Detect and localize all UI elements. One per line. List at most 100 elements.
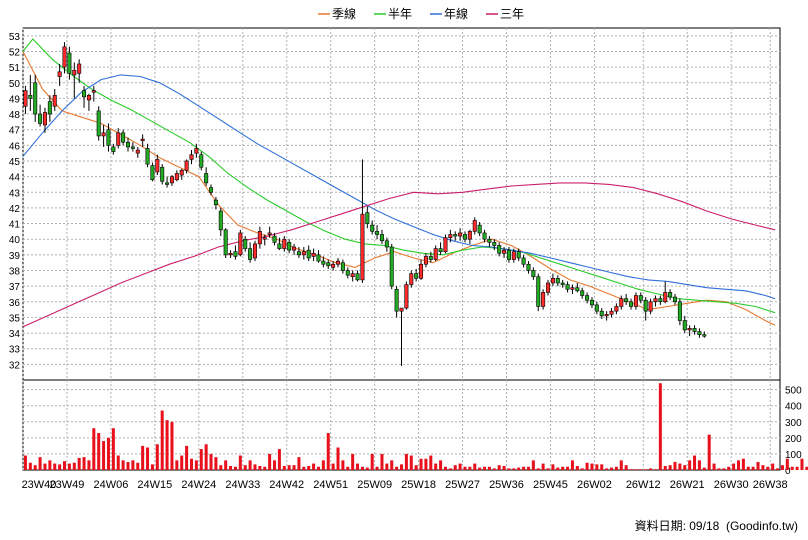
candle	[28, 74, 33, 111]
volume-bar	[43, 463, 47, 470]
candle-body	[438, 248, 443, 253]
candle	[140, 134, 145, 147]
candle	[658, 295, 663, 305]
candle-body	[423, 256, 428, 265]
volume-bar	[351, 453, 355, 470]
volume-bar	[741, 458, 745, 470]
legend-label: 年線	[444, 6, 468, 21]
candle-body	[57, 71, 62, 77]
volume-bar	[522, 466, 526, 470]
volume-bar	[38, 457, 42, 470]
candle-body	[184, 160, 189, 171]
candle	[458, 228, 463, 241]
candle-body	[677, 301, 682, 321]
volume-tick-label: 400	[785, 402, 802, 413]
candle-body	[248, 248, 253, 260]
candle-body	[375, 231, 380, 235]
candle-body	[52, 94, 57, 107]
candle-body	[541, 292, 546, 307]
candle	[169, 175, 174, 187]
candle	[677, 298, 682, 326]
volume-bar	[566, 466, 570, 470]
candle	[443, 234, 448, 254]
candle-body	[155, 159, 160, 173]
candle	[272, 232, 277, 246]
candle-body	[174, 173, 179, 181]
volume-bar	[292, 465, 296, 470]
candle	[433, 245, 438, 262]
candle-body	[350, 273, 355, 278]
volume-bar	[390, 460, 394, 470]
volume-bar	[180, 455, 184, 470]
candle	[209, 184, 214, 196]
price-tick-label: 42	[9, 204, 21, 215]
candle	[594, 301, 599, 315]
volume-bar	[141, 445, 145, 470]
candle	[453, 231, 458, 241]
candle	[86, 93, 91, 111]
candle-body	[209, 187, 214, 193]
candle-body	[77, 63, 82, 74]
candle-body	[340, 262, 345, 271]
volume-tick-label: 300	[785, 418, 802, 429]
x-tick-label: 26W30	[714, 479, 749, 491]
candle	[165, 176, 170, 188]
volume-bar	[165, 420, 169, 470]
candle	[218, 207, 223, 237]
candle	[72, 62, 77, 99]
price-tick-label: 40	[9, 235, 21, 246]
volume-bar	[219, 465, 223, 470]
x-tick-label: 25W09	[357, 479, 392, 491]
volume-bar	[629, 469, 633, 470]
candle	[267, 226, 272, 238]
volume-bar	[48, 460, 52, 470]
candle-body	[262, 237, 267, 240]
candle	[33, 74, 38, 122]
volume-bar	[365, 467, 369, 470]
volume-bar	[53, 463, 57, 470]
volume-bar	[233, 466, 237, 470]
volume-bar	[668, 465, 672, 470]
ma-line	[22, 182, 776, 328]
data-source-note: 資料日期: 09/18 (Goodinfo.tw)	[634, 519, 798, 533]
volume-bar	[795, 466, 799, 470]
candle-body	[331, 263, 336, 268]
x-tick-label: 25W45	[533, 479, 568, 491]
candle	[521, 254, 526, 268]
volume-bar	[780, 465, 784, 470]
volume-bar	[170, 421, 174, 470]
volume-bar	[541, 463, 545, 470]
volume-bar	[458, 463, 462, 470]
volume-bar	[478, 467, 482, 470]
candle	[62, 42, 67, 74]
candle-body	[267, 232, 272, 235]
candle-body	[448, 234, 453, 238]
volume-bar	[58, 464, 62, 470]
x-tick-label: 23W49	[50, 479, 85, 491]
candle	[516, 248, 521, 262]
volume-bar	[400, 464, 403, 470]
candle	[668, 289, 673, 301]
candle	[160, 164, 165, 185]
candle-body	[575, 287, 580, 292]
candle-body	[140, 138, 145, 141]
volume-bar	[175, 460, 179, 470]
candle	[526, 261, 531, 274]
volume-bar	[63, 461, 67, 470]
volume-bar	[639, 469, 643, 470]
candle	[682, 315, 687, 334]
candle-body	[223, 229, 228, 256]
volume-bar	[229, 465, 233, 470]
volume-bar	[570, 460, 574, 470]
price-tick-label: 44	[9, 173, 21, 184]
candle-body	[130, 146, 135, 149]
volume-bar	[331, 463, 335, 470]
candle	[331, 261, 336, 271]
candle-body	[609, 310, 614, 315]
volume-bar	[268, 453, 272, 470]
candle	[555, 275, 560, 287]
x-tick-label: 24W06	[93, 479, 128, 491]
volume-bar	[385, 463, 389, 470]
candle-body	[428, 256, 433, 260]
